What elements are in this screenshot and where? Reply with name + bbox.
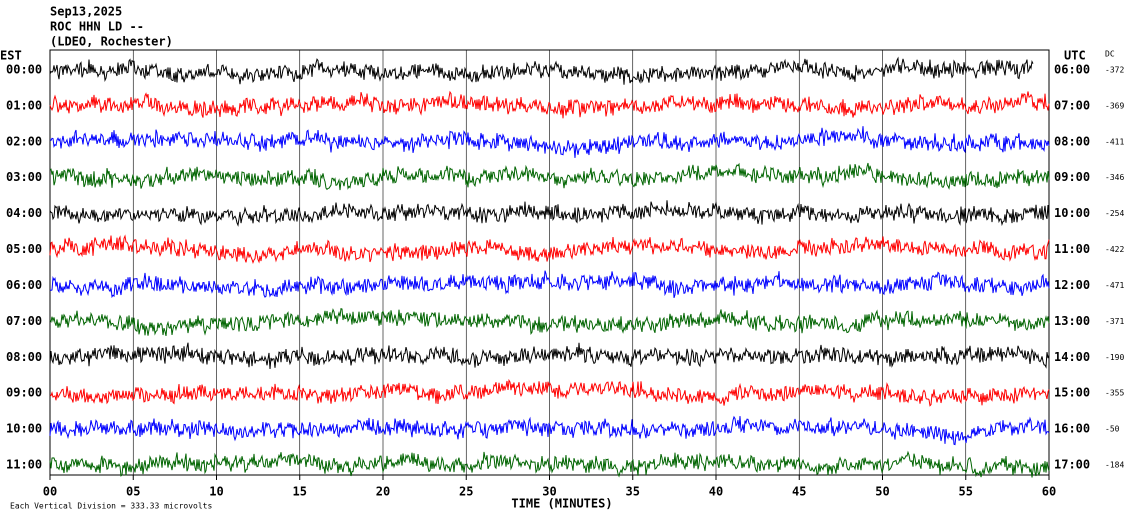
- est-label: 00:00: [6, 63, 42, 77]
- trace: [49, 308, 1050, 337]
- x-tick-label: 50: [875, 485, 889, 499]
- dc-value: -471: [1105, 281, 1124, 290]
- x-tick-label: 40: [709, 485, 723, 499]
- x-tick-label: 10: [209, 485, 223, 499]
- title-line: (LDEO, Rochester): [50, 35, 173, 49]
- utc-label: 12:00: [1054, 278, 1090, 292]
- utc-label: 17:00: [1054, 458, 1090, 472]
- est-label: 08:00: [6, 350, 42, 364]
- footer: Each Vertical Division = 333.33 microvol…: [10, 502, 212, 511]
- trace: [49, 270, 1050, 299]
- dc-value: -369: [1105, 101, 1124, 110]
- est-label: 01:00: [6, 98, 42, 112]
- dc-value: -371: [1105, 317, 1124, 326]
- x-tick-label: 55: [959, 485, 973, 499]
- dc-label: DC: [1105, 50, 1115, 59]
- est-label: 05:00: [6, 242, 42, 256]
- dc-value: -190: [1105, 353, 1124, 362]
- x-tick-label: 00: [43, 485, 57, 499]
- trace: [49, 415, 1050, 446]
- est-label: 07:00: [6, 314, 42, 328]
- trace: [49, 200, 1050, 227]
- x-tick-label: 35: [626, 485, 640, 499]
- est-label: 09:00: [6, 386, 42, 400]
- x-tick-label: 25: [459, 485, 473, 499]
- x-axis-label: TIME (MINUTES): [511, 497, 612, 511]
- title-line: Sep13,2025: [50, 5, 122, 19]
- trace: [49, 378, 1050, 407]
- dc-value: -422: [1105, 245, 1124, 254]
- est-label: EST: [0, 49, 22, 63]
- dc-value: -184: [1105, 461, 1124, 470]
- x-tick-label: 45: [792, 485, 806, 499]
- trace: [49, 126, 1050, 158]
- dc-value: -355: [1105, 389, 1124, 398]
- utc-label: 10:00: [1054, 206, 1090, 220]
- est-label: 04:00: [6, 206, 42, 220]
- utc-label: 09:00: [1054, 170, 1090, 184]
- dc-value: -372: [1105, 66, 1124, 75]
- utc-label: UTC: [1064, 49, 1086, 63]
- trace: [49, 234, 1050, 264]
- utc-label: 13:00: [1054, 314, 1090, 328]
- utc-label: 07:00: [1054, 98, 1090, 112]
- utc-label: 14:00: [1054, 350, 1090, 364]
- dc-value: -346: [1105, 173, 1124, 182]
- utc-label: 11:00: [1054, 242, 1090, 256]
- trace: [49, 450, 1050, 478]
- x-tick-label: 20: [376, 485, 390, 499]
- est-label: 11:00: [6, 458, 42, 472]
- x-tick-label: 30: [542, 485, 556, 499]
- dc-value: -411: [1105, 137, 1124, 146]
- x-tick-label: 15: [293, 485, 307, 499]
- utc-label: 16:00: [1054, 422, 1090, 436]
- trace: [49, 56, 1034, 85]
- utc-label: 08:00: [1054, 134, 1090, 148]
- utc-label: 15:00: [1054, 386, 1090, 400]
- est-label: 03:00: [6, 170, 42, 184]
- est-label: 06:00: [6, 278, 42, 292]
- dc-value: -254: [1105, 209, 1124, 218]
- trace: [49, 90, 1050, 119]
- est-label: 10:00: [6, 422, 42, 436]
- dc-value: -50: [1105, 425, 1120, 434]
- utc-label: 06:00: [1054, 63, 1090, 77]
- est-label: 02:00: [6, 134, 42, 148]
- x-tick-label: 05: [126, 485, 140, 499]
- trace: [49, 162, 1050, 191]
- x-tick-label: 60: [1042, 485, 1056, 499]
- trace: [49, 342, 1050, 370]
- title-line: ROC HHN LD --: [50, 20, 144, 34]
